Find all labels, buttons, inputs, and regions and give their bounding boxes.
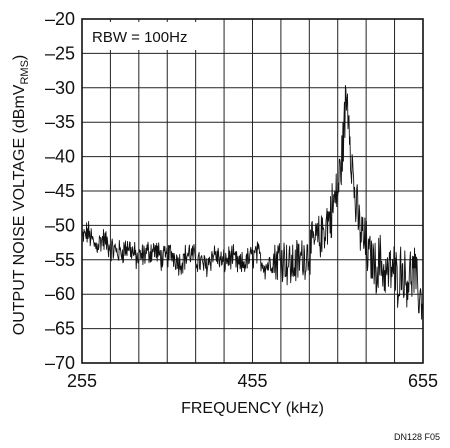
y-axis-title-subscript: RMS [19,60,31,84]
y-tick-label: –55 [45,250,75,270]
x-tick-label: 655 [408,371,438,391]
y-axis-title: OUTPUT NOISE VOLTAGE (dBmVRMS) [11,55,31,336]
y-tick-label: –50 [45,215,75,235]
figure-id: DN128 F05 [394,432,440,442]
annotation-background [85,22,198,50]
y-tick-label: –70 [45,353,75,373]
x-tick-label: 455 [237,371,267,391]
plot-frame [81,18,424,364]
y-tick-label: –30 [45,78,75,98]
grid [81,18,424,364]
noise-trace [81,85,424,320]
rbw-annotation: RBW = 100Hz [92,29,187,46]
y-tick-label: –35 [45,112,75,132]
y-axis-title-end: ) [11,55,28,60]
y-axis-title-main: OUTPUT NOISE VOLTAGE (dBmV [11,84,28,335]
y-tick-label: –25 [45,43,75,63]
y-tick-labels: –70 –65 –60 –55 –50 –45 –40 –35 –30 –25 –20 [45,9,75,373]
y-tick-label: –65 [45,319,75,339]
series-layer [81,85,424,320]
y-tick-label: –40 [45,147,75,167]
x-tick-labels: 255 455 655 [67,371,438,391]
y-tick-label: –45 [45,181,75,201]
y-tick-label: –60 [45,284,75,304]
y-tick-label: –20 [45,9,75,29]
x-tick-label: 255 [67,371,97,391]
x-axis-title: FREQUENCY (kHz) [181,400,324,417]
